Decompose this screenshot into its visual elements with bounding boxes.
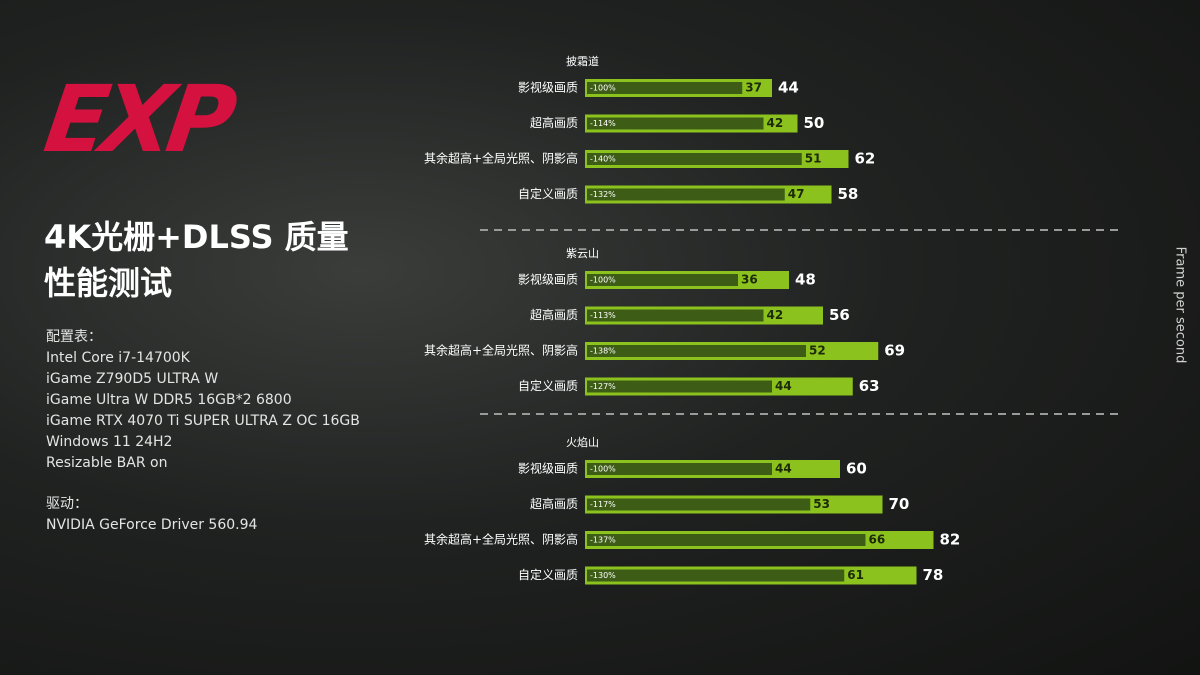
value-label: 42 (767, 308, 784, 322)
bar (587, 463, 772, 475)
title: 性能测试 (44, 264, 173, 302)
bar-note: -138% (590, 347, 616, 356)
category-label: 自定义画质 (518, 567, 578, 582)
bar-note: -100% (590, 276, 616, 285)
driver: NVIDIA GeForce Driver 560.94 (46, 517, 258, 533)
panel-title: 紫云山 (566, 247, 599, 260)
bar-note: -114% (590, 119, 616, 128)
value-label: 36 (741, 273, 758, 287)
config-item: Resizable BAR on (46, 455, 168, 471)
category-label: 自定义画质 (518, 186, 578, 201)
bar-note: -140% (590, 155, 616, 164)
bar (587, 380, 772, 393)
category-label: 其余超高+全局光照、阴影高 (424, 532, 578, 547)
category-label: 影视级画质 (518, 461, 578, 476)
driver-heading: 驱动： (46, 496, 88, 512)
value-label: 44 (778, 79, 799, 97)
value-label: 50 (804, 114, 825, 132)
value-label: 53 (813, 497, 830, 511)
bar (587, 345, 806, 357)
value-label: 82 (940, 531, 961, 549)
value-label: 60 (846, 460, 867, 478)
bar-note: -137% (590, 536, 616, 545)
bar (587, 82, 743, 94)
value-label: 44 (775, 379, 792, 393)
config-heading: 配置表： (46, 329, 102, 345)
value-label: 51 (805, 152, 822, 166)
bar (587, 188, 785, 201)
bar-note: -127% (590, 382, 616, 391)
value-label: 78 (923, 566, 944, 584)
axis-label: Frame per second (1173, 247, 1188, 364)
category-label: 超高画质 (530, 307, 578, 322)
bar-note: -100% (590, 465, 616, 474)
bar (587, 498, 811, 511)
bar (587, 153, 802, 165)
bar (587, 569, 845, 582)
category-label: 影视级画质 (518, 80, 578, 95)
value-label: 48 (795, 271, 816, 289)
value-label: 52 (809, 344, 826, 358)
bar (587, 274, 738, 286)
bar-note: -132% (590, 190, 616, 199)
value-label: 62 (855, 150, 876, 168)
category-label: 自定义画质 (518, 378, 578, 393)
category-label: 超高画质 (530, 115, 578, 130)
bar-note: -100% (590, 84, 616, 93)
value-label: 58 (838, 185, 859, 203)
info-panel: EXP 4K光栅+DLSS 质量 性能测试 配置表： Intel Core i7… (38, 0, 464, 675)
category-label: 影视级画质 (518, 272, 578, 287)
value-label: 37 (745, 81, 762, 95)
panel-title: 火焰山 (566, 435, 599, 449)
value-label: 61 (847, 568, 864, 582)
value-label: 47 (788, 187, 805, 201)
bar-note: -117% (590, 500, 616, 509)
bar (587, 309, 764, 322)
bar (587, 117, 764, 130)
title: 4K光栅+DLSS 质量 (44, 218, 349, 256)
category-label: 其余超高+全局光照、阴影高 (424, 151, 578, 166)
config-item: iGame Z790D5 ULTRA W (46, 371, 219, 387)
panel-title: 披霜道 (566, 54, 599, 68)
config-item: Intel Core i7-14700K (46, 350, 190, 366)
value-label: 70 (889, 495, 910, 513)
bar-note: -130% (590, 571, 616, 580)
config-item: iGame Ultra W DDR5 16GB*2 6800 (46, 392, 292, 408)
config-item: iGame RTX 4070 Ti SUPER ULTRA Z OC 16GB (46, 413, 360, 429)
value-label: 63 (859, 377, 880, 395)
value-label: 44 (775, 462, 792, 476)
bar (587, 534, 866, 546)
value-label: 66 (869, 533, 886, 547)
value-label: 56 (829, 306, 850, 324)
bar-note: -113% (590, 311, 616, 320)
value-label: 42 (767, 116, 784, 130)
config-item: Windows 11 24H2 (46, 434, 173, 450)
category-label: 其余超高+全局光照、阴影高 (424, 343, 578, 358)
category-label: 超高画质 (530, 496, 578, 511)
value-label: 69 (884, 342, 905, 360)
